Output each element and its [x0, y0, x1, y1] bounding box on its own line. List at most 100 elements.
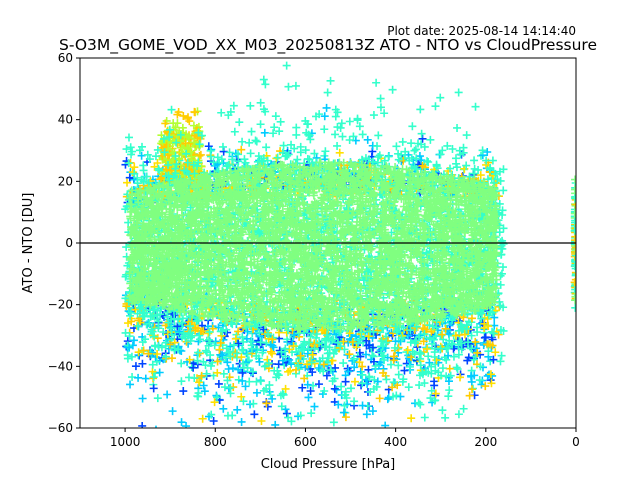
data-point — [430, 377, 439, 386]
data-point — [268, 394, 277, 403]
data-point — [234, 375, 243, 384]
data-point — [339, 408, 348, 417]
data-point — [240, 440, 248, 448]
data-point — [219, 404, 228, 413]
data-point — [153, 394, 162, 403]
data-point — [168, 407, 177, 416]
data-point — [200, 387, 209, 396]
data-point — [310, 402, 319, 411]
data-point — [219, 369, 228, 378]
data-point — [228, 364, 237, 373]
data-point — [443, 325, 452, 334]
data-point — [368, 351, 377, 360]
data-point — [138, 421, 147, 428]
data-point — [414, 398, 423, 407]
data-point — [279, 141, 288, 150]
data-point — [394, 361, 403, 370]
data-point — [129, 336, 138, 345]
data-point — [447, 317, 456, 326]
data-point — [255, 443, 263, 451]
data-point — [381, 421, 390, 428]
data-point — [420, 459, 428, 467]
data-point — [454, 410, 463, 419]
data-point — [425, 358, 434, 367]
data-point — [364, 341, 373, 350]
data-point — [188, 444, 196, 452]
data-point — [420, 427, 422, 428]
data-point — [287, 360, 296, 369]
data-point — [252, 388, 261, 397]
data-point — [337, 382, 346, 391]
data-point — [224, 365, 233, 374]
data-point — [417, 156, 426, 165]
data-point — [152, 357, 161, 366]
data-point — [448, 145, 457, 154]
data-point — [362, 410, 371, 419]
data-point — [308, 368, 317, 377]
data-point — [408, 448, 416, 456]
data-point — [392, 391, 401, 400]
data-point — [138, 359, 147, 368]
data-point — [396, 392, 405, 401]
data-point — [262, 143, 271, 152]
data-point — [362, 336, 371, 345]
data-point — [340, 345, 349, 354]
data-point — [134, 373, 143, 382]
data-points — [121, 61, 576, 478]
data-point — [332, 385, 341, 394]
data-point — [347, 439, 355, 447]
data-point — [303, 380, 312, 389]
data-point — [245, 377, 254, 386]
data-point — [238, 368, 247, 377]
data-point — [266, 340, 275, 349]
data-point — [257, 340, 266, 349]
data-point — [270, 366, 279, 375]
data-point — [182, 422, 191, 428]
data-point — [217, 155, 226, 164]
data-point — [384, 393, 393, 402]
data-point — [306, 387, 315, 396]
data-point — [258, 348, 267, 357]
data-point — [455, 316, 464, 325]
data-point — [442, 355, 451, 364]
data-point — [309, 381, 318, 390]
data-point — [314, 364, 323, 373]
data-point — [199, 381, 208, 390]
data-point — [368, 343, 377, 352]
data-point — [123, 354, 132, 363]
data-point — [444, 351, 453, 360]
data-point — [189, 359, 198, 368]
data-point — [339, 359, 348, 368]
data-point — [266, 391, 275, 400]
data-point — [183, 447, 191, 455]
data-point — [177, 418, 186, 427]
data-point — [298, 383, 307, 392]
data-point — [177, 377, 186, 386]
data-point — [452, 363, 461, 372]
data-point — [223, 358, 232, 367]
data-point — [363, 135, 372, 144]
data-point — [453, 365, 462, 374]
plot-date: Plot date: 2025-08-14 14:14:40 — [387, 24, 576, 38]
data-point — [214, 379, 223, 388]
data-point — [239, 397, 248, 406]
data-point — [125, 343, 134, 352]
data-point — [405, 362, 414, 371]
data-point — [369, 449, 377, 457]
data-point — [282, 409, 291, 418]
data-point — [369, 357, 378, 366]
chart-title: S-O3M_GOME_VOD_XX_M03_20250813Z ATO - NT… — [59, 36, 597, 55]
data-point — [412, 445, 420, 453]
data-point — [262, 435, 270, 443]
data-point — [206, 458, 214, 466]
data-point — [141, 374, 150, 383]
data-point — [138, 394, 147, 403]
data-point — [418, 134, 427, 143]
data-point — [431, 396, 440, 405]
data-point — [155, 425, 157, 428]
data-point — [460, 470, 468, 478]
data-point — [441, 413, 450, 422]
data-point — [438, 406, 447, 415]
data-point — [149, 384, 158, 393]
